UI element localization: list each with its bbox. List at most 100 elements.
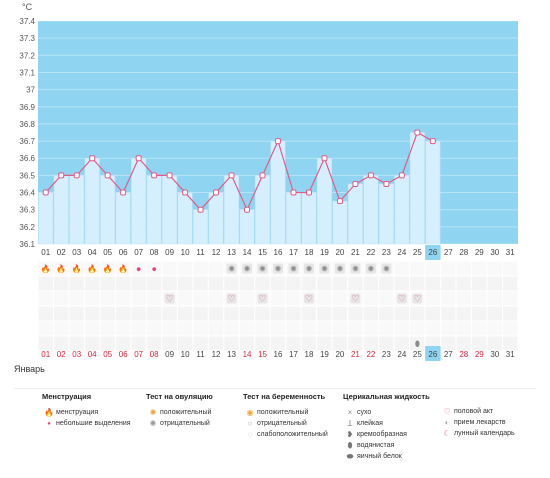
x-tick-label: 31 xyxy=(506,248,515,257)
bar xyxy=(177,192,193,245)
x-tick-label: 13 xyxy=(227,248,236,257)
legend-label: клейкая xyxy=(357,420,383,427)
x-tick-label: 15 xyxy=(258,248,267,257)
table-cell xyxy=(362,275,380,292)
table-cell xyxy=(161,260,178,277)
data-point xyxy=(414,129,421,136)
ovulation-negative-icon: ✺ xyxy=(368,264,375,273)
y-tick-label: 37.2 xyxy=(19,51,35,60)
legend-title: Тест на беременность xyxy=(243,392,326,401)
table-cell xyxy=(424,290,442,307)
circle-weak-icon: ◌ xyxy=(247,430,253,439)
menstruation-icon: 🔥 xyxy=(118,263,128,273)
table-cell xyxy=(502,290,519,307)
bottom-day-label: 19 xyxy=(320,350,329,359)
table-cell xyxy=(37,335,54,352)
ovulation-negative-icon-bg xyxy=(257,263,268,274)
x-tick-label: 01 xyxy=(41,248,50,257)
table-cell xyxy=(285,320,302,337)
water-drop-icon: ⬮ xyxy=(347,440,353,450)
table-cell xyxy=(471,275,488,292)
bar xyxy=(239,209,255,245)
legend-item: ◉ положительный xyxy=(243,407,328,418)
bottom-day-label: 08 xyxy=(150,350,159,359)
data-point xyxy=(352,180,359,187)
x-tick-label: 21 xyxy=(351,248,360,257)
bottom-day-row: 01 02 03 04 05 06 07 08 09 10 11 12 13 14 15 16 17 18 19 20… xyxy=(41,346,515,361)
small-discharge-icon: ● xyxy=(152,266,157,272)
bottom-day-label: 25 xyxy=(413,350,422,359)
table-cell xyxy=(269,335,287,352)
bar xyxy=(84,157,100,245)
table-cell xyxy=(440,335,457,352)
data-point xyxy=(290,189,297,196)
table-cell xyxy=(99,275,116,292)
table-cell xyxy=(254,320,271,337)
data-point xyxy=(213,189,220,196)
table-cell xyxy=(471,320,488,337)
x-tick-label: 05 xyxy=(103,248,112,257)
small-discharge-icon: ● xyxy=(136,266,141,272)
table-cell xyxy=(207,260,225,277)
table-cell xyxy=(362,290,380,307)
ovulation-negative-icon-bg xyxy=(242,263,253,274)
data-point xyxy=(166,172,173,179)
ovulation-negative-icon-bg xyxy=(226,263,237,274)
ovulation-negative-icon: ✺ xyxy=(275,264,282,273)
bar xyxy=(285,192,301,245)
table-cell xyxy=(238,335,256,352)
x-tick-label: 03 xyxy=(72,248,81,257)
table-cell xyxy=(176,275,194,292)
table-cell xyxy=(145,335,163,352)
table-cell xyxy=(300,320,318,337)
data-point xyxy=(120,189,127,196)
bar xyxy=(409,132,425,245)
ovulation-negative-icon: ✺ xyxy=(306,264,313,273)
table-cell xyxy=(130,320,147,337)
bar xyxy=(193,209,209,245)
table-cell xyxy=(331,305,349,322)
ovulation-negative-icon: ✺ xyxy=(244,264,251,273)
bar xyxy=(100,175,116,245)
table-cell xyxy=(440,275,457,292)
x-tick-label: 11 xyxy=(196,248,205,257)
menstruation-icon: 🔥 xyxy=(41,263,51,273)
ovulation-negative-icon-bg xyxy=(273,263,283,274)
legend-label: менструация xyxy=(56,409,99,416)
table-cell xyxy=(238,320,256,337)
heart-icon-bg xyxy=(396,293,407,304)
data-point xyxy=(135,155,142,162)
table-cell xyxy=(409,320,426,337)
y-tick-label: 36.2 xyxy=(19,223,35,232)
table-cell xyxy=(52,305,70,322)
table-cell xyxy=(52,320,70,337)
bbt-chart: °С 37.4 37.3 37.2 37.1 37 36.9 36.8 36.7 36.6 36.… xyxy=(19,2,519,361)
y-tick-label: 37.3 xyxy=(19,34,35,43)
x-tick-label: 08 xyxy=(150,248,159,257)
legend-label: положительный xyxy=(160,409,212,416)
bottom-day-label: 27 xyxy=(444,350,453,359)
table-cell xyxy=(362,320,380,337)
table-cell xyxy=(192,290,209,307)
water-drop-icon: ⬮ xyxy=(415,339,420,348)
legend-title: Менструация xyxy=(42,392,92,401)
table-cell xyxy=(52,275,70,292)
bottom-day-label: 13 xyxy=(227,350,236,359)
table-cell xyxy=(207,290,225,307)
table-cell xyxy=(83,290,101,307)
table-cell xyxy=(316,275,333,292)
table-cell xyxy=(316,290,333,307)
legend-ovulation: Тест на овуляцию ✺ положительный ✺ отрицат… xyxy=(146,392,213,429)
legend-menstruation: Менструация 🔥 менструация ● небольшие выде… xyxy=(42,392,131,429)
data-point xyxy=(42,189,49,196)
legend-title: Церикальная жидкость xyxy=(343,392,430,401)
legend-label: сухо xyxy=(357,409,372,416)
bar xyxy=(146,175,162,245)
table-cell xyxy=(378,275,395,292)
y-unit-label: °С xyxy=(22,2,33,12)
table-cell xyxy=(68,320,85,337)
bottom-day-label: 31 xyxy=(506,350,515,359)
table-cell xyxy=(424,275,442,292)
bars xyxy=(38,132,441,245)
table-cell xyxy=(254,275,271,292)
